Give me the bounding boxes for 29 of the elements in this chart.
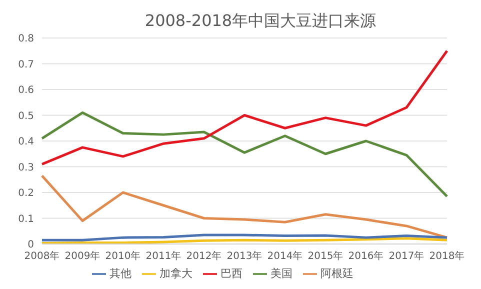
- y-tick-label: 0.7: [18, 59, 34, 70]
- y-tick-label: 0.4: [18, 136, 34, 148]
- legend-label: 其他: [110, 267, 132, 280]
- x-tick-label: 2012年: [186, 250, 222, 262]
- x-tick-label: 2018年: [429, 250, 465, 262]
- y-tick-label: 0.8: [18, 34, 34, 45]
- x-tick-label: 2008年: [24, 250, 60, 262]
- legend-label: 巴西: [220, 267, 242, 280]
- x-tick-label: 2011年: [146, 250, 182, 262]
- x-tick-label: 2014年: [267, 250, 303, 262]
- legend-label: 加拿大: [160, 267, 192, 280]
- line-series: [40, 174, 448, 239]
- legend-label: 阿根廷: [320, 267, 354, 280]
- y-tick-label: 0.2: [18, 188, 34, 200]
- x-tick-label: 2017年: [388, 250, 424, 262]
- chart-title: 2008-2018年中国大豆进口来源: [144, 10, 378, 32]
- line-series: [40, 111, 448, 198]
- x-tick-label: 2009年: [64, 250, 100, 262]
- x-tick-label: 2010年: [105, 250, 141, 262]
- y-tick-label: 0: [28, 240, 34, 251]
- y-tick-label: 0.1: [18, 214, 34, 225]
- legend-label: 美国: [270, 267, 292, 280]
- x-tick-label: 2016年: [348, 250, 384, 262]
- y-tick-label: 0.6: [18, 85, 34, 96]
- x-tick-label: 2013年: [226, 250, 262, 262]
- x-tick-label: 2015年: [308, 250, 344, 262]
- y-tick-label: 0.5: [18, 110, 34, 122]
- line-series: [40, 50, 448, 166]
- y-tick-label: 0.3: [18, 162, 34, 174]
